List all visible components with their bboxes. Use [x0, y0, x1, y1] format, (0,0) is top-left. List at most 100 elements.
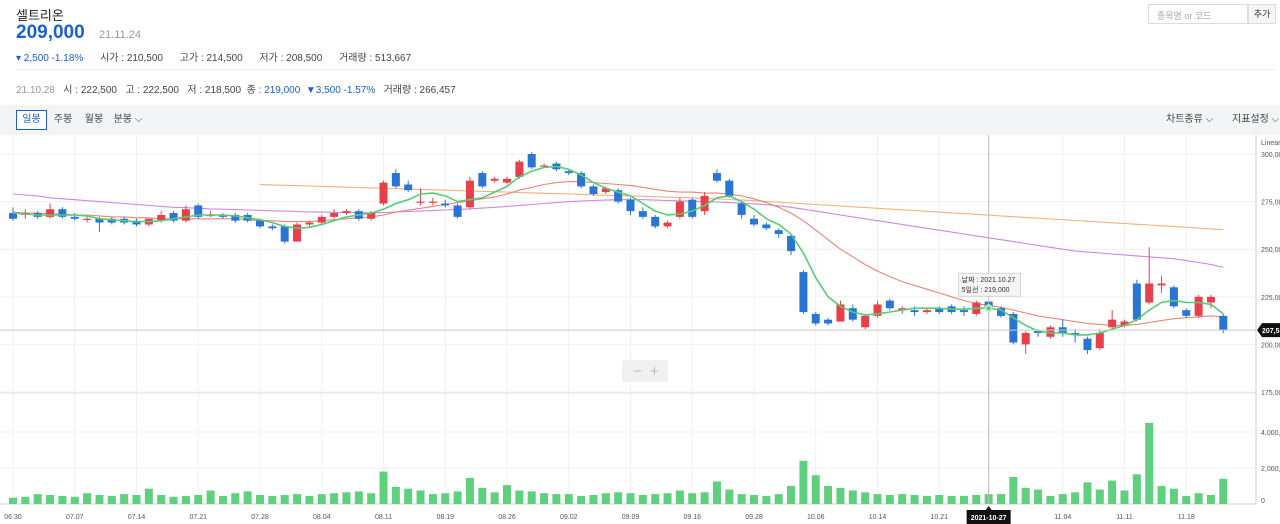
high-price: 고가 : 214,500	[179, 53, 243, 64]
volume-bar	[935, 495, 944, 504]
ma60-line	[12, 193, 1224, 268]
candles	[9, 152, 1228, 354]
candle-body	[478, 173, 487, 187]
volume-bar	[898, 494, 907, 504]
volume-bar	[453, 491, 462, 504]
candle-body	[1120, 321, 1129, 326]
volume-bar	[83, 493, 92, 504]
volume-bar	[1120, 490, 1129, 504]
volume-bar	[231, 493, 240, 504]
volume-bar	[268, 495, 277, 504]
indicator-settings-label: 지표설정	[1232, 114, 1269, 125]
candle-body	[293, 224, 302, 242]
volume-bar	[1169, 488, 1178, 504]
volume-bar	[1219, 478, 1228, 504]
price-tick-label: 300,000	[1261, 152, 1280, 159]
candle-body	[848, 308, 857, 320]
candle-body	[540, 165, 549, 167]
candle-body	[564, 171, 573, 174]
indicator-settings-menu[interactable]: 지표설정 ⌵	[1232, 110, 1279, 130]
candle-body	[725, 180, 734, 196]
volume-bar	[1009, 477, 1018, 504]
stock-search-input[interactable]: 종목명 or 코드	[1148, 4, 1248, 24]
chart-type-label: 차트종류	[1166, 114, 1203, 125]
zoom-in-icon[interactable]: +	[650, 363, 659, 380]
candle-body	[391, 173, 400, 187]
x-tick-label: 09.16	[683, 514, 701, 521]
x-tick-label: 11.04	[1054, 514, 1071, 521]
price-chart[interactable]: Linear 300,000 275,000 250,000 225,000 200,00…	[0, 135, 1280, 524]
candle-body	[1021, 332, 1030, 345]
volume-bar	[1194, 493, 1203, 504]
volume-bar	[959, 495, 968, 504]
volume-tick-label: 2,000,000	[1261, 466, 1280, 473]
volume-bar	[465, 477, 474, 504]
volume-bar	[910, 495, 919, 504]
tooltip-line: 날짜 : 2021.10.27	[962, 275, 1016, 284]
candle-body	[811, 313, 820, 324]
candle-body	[601, 188, 610, 193]
tab-weekly[interactable]: 주봉	[53, 114, 73, 125]
zoom-panel	[622, 360, 668, 382]
volume-bar	[169, 496, 178, 504]
candle-body	[1009, 313, 1018, 343]
candle-body	[577, 173, 586, 187]
candle-body	[614, 190, 623, 202]
tab-daily[interactable]: 일봉	[16, 110, 47, 130]
candle-body	[700, 195, 709, 212]
candle-body	[256, 220, 264, 227]
volume-bar	[132, 495, 141, 504]
volume-bar	[478, 487, 487, 504]
candle-body	[922, 310, 931, 313]
crosshair-date-pointer	[985, 506, 992, 510]
candle-body	[824, 319, 833, 324]
x-tick-label: 10.14	[869, 514, 887, 521]
volume-bar	[404, 488, 413, 504]
candle-body	[181, 209, 190, 221]
hover-change: ▼3,500 -1.57%	[305, 85, 376, 96]
volume-bar	[552, 494, 561, 504]
chart-type-menu[interactable]: 차트종류 ⌵	[1166, 110, 1213, 130]
volume-total: 거래량 : 513,667	[339, 53, 412, 64]
chevron-down-icon: ⌵	[1202, 114, 1214, 125]
stock-name: 셀트리온	[16, 8, 64, 23]
volume-bar	[1058, 494, 1067, 504]
candle-body	[9, 213, 17, 219]
candle-body	[898, 308, 907, 311]
volume-bar	[861, 492, 870, 504]
tab-monthly[interactable]: 월봉	[84, 114, 104, 125]
volume-bar	[107, 495, 116, 504]
candle-body	[712, 173, 721, 181]
volume-bar	[1046, 495, 1055, 504]
volume-bar	[21, 496, 30, 504]
x-tick-label: 11.11	[1116, 514, 1133, 521]
volume-bar	[1071, 492, 1080, 504]
candle-body	[1219, 315, 1228, 331]
candle-body	[1083, 338, 1092, 351]
x-tick-label: 07.07	[66, 514, 84, 521]
candle-body	[367, 213, 376, 219]
hover-volume: 거래량 : 266,457	[383, 85, 456, 96]
volume-bar	[1145, 423, 1154, 504]
volume-bar	[330, 493, 339, 504]
zoom-out-icon[interactable]: −	[633, 363, 642, 380]
price-tick-label: 175,000	[1261, 390, 1280, 397]
candle-body	[663, 222, 672, 227]
quote-summary: ▾ 2,500 -1.18% 시가 : 210,500 고가 : 214,500…	[16, 49, 411, 64]
zoom-control[interactable]: − +	[622, 360, 668, 382]
volume-bar	[638, 495, 647, 504]
candle-body	[1046, 327, 1055, 337]
candle-body	[638, 211, 647, 217]
candle-body	[465, 180, 474, 208]
add-button[interactable]: 추가	[1248, 4, 1276, 24]
volume-bar	[367, 493, 376, 504]
candle-body	[95, 218, 104, 223]
volume-bar	[379, 471, 388, 504]
candle-body	[799, 272, 808, 313]
volume-bar	[428, 494, 437, 504]
candle-body	[1169, 287, 1178, 307]
volume-bar	[95, 495, 104, 504]
volume-bar	[688, 493, 697, 504]
tab-minute[interactable]: 분봉 ⌵	[110, 110, 146, 130]
